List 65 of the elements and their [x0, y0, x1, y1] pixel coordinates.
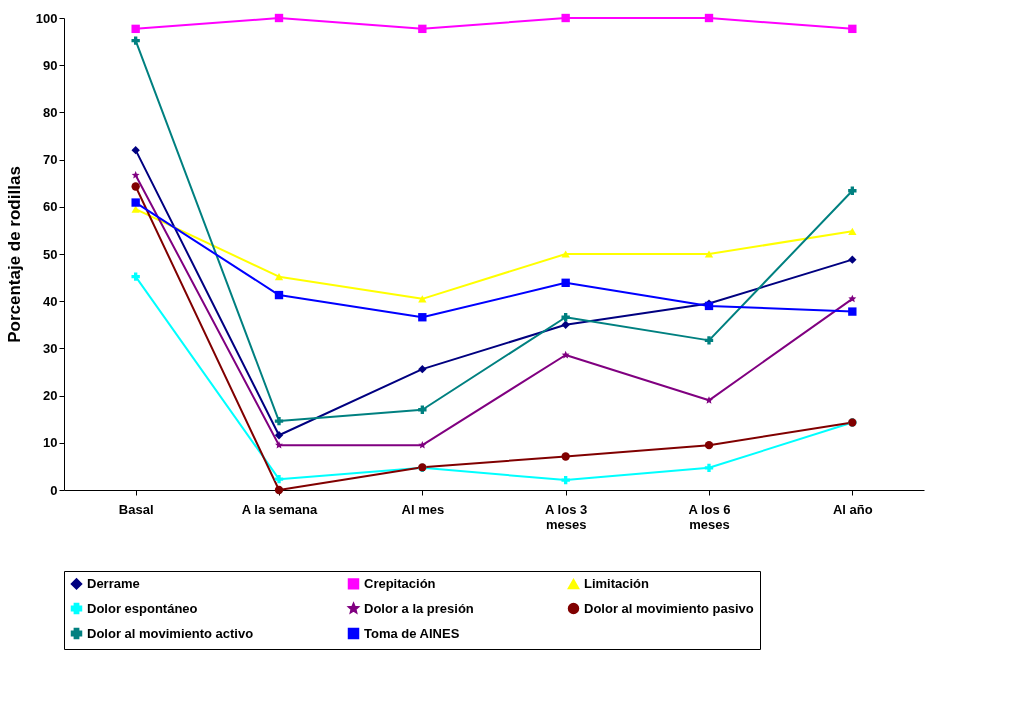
y-tick-label: 40 — [43, 293, 58, 309]
x-tick-label: A la semana — [241, 501, 318, 517]
point — [131, 24, 140, 34]
point — [704, 250, 714, 258]
y-tick-label: 30 — [43, 340, 58, 356]
point — [704, 440, 714, 450]
point — [561, 452, 570, 461]
point — [418, 24, 427, 34]
legend-label: Derrame — [87, 575, 140, 591]
point — [418, 364, 427, 374]
point — [561, 475, 570, 485]
y-tick-label: 60 — [43, 199, 58, 215]
x-tick-label: Basal — [118, 501, 154, 517]
legend-label: Limitación — [584, 576, 650, 592]
y-tick-label: 0 — [50, 482, 58, 498]
point — [274, 290, 284, 300]
point — [704, 336, 714, 345]
x-tick-label: Al año — [832, 501, 873, 517]
point — [131, 170, 140, 179]
x-tick-label: A los 6 meses — [688, 501, 731, 532]
y-tick-label: 70 — [43, 152, 58, 168]
y-tick-label: 80 — [43, 104, 58, 120]
point — [131, 145, 140, 155]
point — [848, 24, 857, 34]
point — [848, 307, 857, 316]
y-tick-label: 100 — [35, 10, 58, 26]
point — [848, 294, 857, 303]
point — [561, 350, 570, 359]
x-tick-label: A los 3 meses — [545, 501, 588, 532]
point — [274, 431, 284, 440]
x-tick-label: Al mes — [401, 501, 445, 517]
point — [561, 320, 570, 329]
point — [274, 273, 284, 281]
point — [561, 278, 570, 287]
y-tick-label: 90 — [43, 57, 58, 73]
legend-label: Dolor al movimiento pasivo — [584, 600, 754, 616]
y-axis-title: Porcentaje de rodillas — [4, 166, 24, 343]
y-tick-label: 20 — [43, 388, 58, 404]
point — [131, 36, 140, 45]
legend-label: Crepitación — [364, 575, 436, 591]
y-tick-label: 50 — [43, 246, 58, 262]
point — [274, 474, 284, 484]
point — [131, 205, 140, 213]
point — [418, 440, 427, 449]
point — [131, 272, 140, 281]
point — [848, 186, 857, 195]
legend-label: Toma de AINES — [364, 625, 460, 641]
point — [274, 416, 284, 426]
point — [131, 182, 140, 191]
point — [418, 405, 427, 414]
point — [274, 485, 284, 495]
y-tick-label: 10 — [43, 435, 58, 451]
legend-label: Dolor espontáneo — [87, 600, 198, 616]
legend-label: Dolor a la presión — [364, 600, 474, 616]
point — [704, 463, 714, 472]
point — [561, 250, 570, 258]
point — [131, 198, 140, 207]
point — [274, 13, 284, 23]
point — [848, 255, 857, 264]
point — [561, 313, 570, 322]
point — [848, 227, 857, 235]
point — [704, 13, 714, 23]
point — [561, 13, 570, 23]
legend-label: Dolor al movimiento activo — [87, 625, 254, 641]
point — [418, 313, 427, 322]
